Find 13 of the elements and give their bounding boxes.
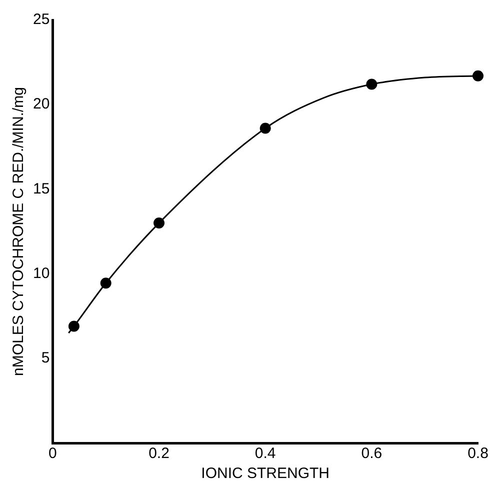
x-tick-label: 0	[48, 445, 57, 462]
x-tick-label: 0.4	[254, 445, 276, 462]
x-tick-label: 0.6	[361, 445, 382, 462]
y-axis-title: nMOLES CYTOCHROME C RED./MIN./mg	[10, 87, 28, 376]
y-tick-label: 5	[41, 350, 50, 367]
point	[472, 70, 484, 82]
y-tick-label: 10	[32, 264, 50, 282]
x-tick-label: 0.8	[468, 445, 488, 462]
x-tick-label: 0.2	[148, 445, 170, 462]
x-axis-title: IONIC STRENGTH	[201, 465, 330, 482]
y-tick-label: 20	[32, 96, 50, 113]
y-tick-label: 15	[32, 180, 50, 198]
y-tick-label: 25	[32, 11, 50, 28]
